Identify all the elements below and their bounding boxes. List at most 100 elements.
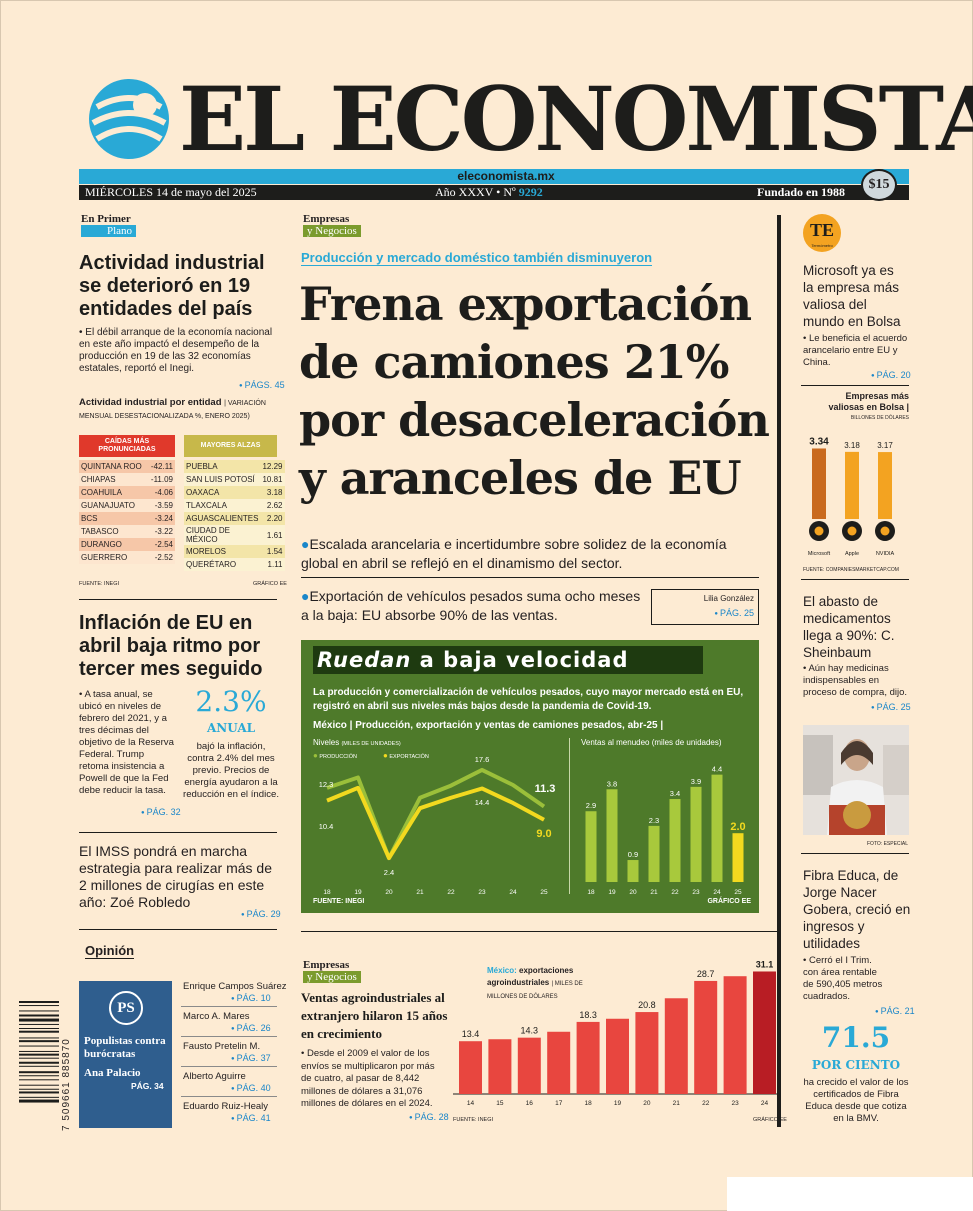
barcode: 7 509661 885870 (19, 1001, 72, 1133)
bar (711, 774, 723, 882)
barcode-bar (19, 1061, 59, 1064)
bar-value-label: 3.4 (670, 789, 680, 798)
masthead-issue: Año XXXV • Nº 9292 (435, 185, 543, 200)
opinion-author[interactable]: Marco A. Mares (183, 1011, 250, 1022)
lead-page-ref[interactable]: PÁG. 25 (714, 608, 754, 618)
state-name: TABASCO (79, 525, 148, 538)
bar (690, 786, 702, 882)
x-tick-label: 15 (496, 1100, 504, 1107)
lead-byline-box: Lilia González PÁG. 25 (651, 589, 759, 625)
table-row: SAN LUIS POTOSÍ 10.81 (184, 473, 285, 486)
opinion-author[interactable]: Eduardo Ruiz-Healy (183, 1101, 269, 1112)
opinion-author[interactable]: Fausto Pretelin M. (183, 1041, 261, 1052)
company-name: Apple (845, 551, 859, 557)
table-subtitle: | VARIACIÓN MENSUAL DESESTACIONALIZADA %… (79, 400, 266, 420)
bar (669, 799, 681, 882)
agro-headline[interactable]: Ventas agroindustriales al extranjero hi… (301, 990, 448, 1041)
state-name: QUINTANA ROO (79, 460, 148, 473)
microsoft-page-ref[interactable]: PÁG. 20 (871, 370, 911, 380)
lead-headline[interactable]: Frena exportación de camiones 21% por de… (299, 275, 770, 507)
fibra-headline[interactable]: Fibra Educa, de Jorge Nacer Gobera, crec… (803, 868, 911, 951)
microsoft-headline[interactable]: Microsoft ya es la empresa más valiosa d… (803, 263, 901, 329)
divider (79, 599, 277, 600)
agro-page-ref[interactable]: PÁG. 28 (409, 1112, 449, 1122)
sheinbaum-photo[interactable] (803, 725, 909, 835)
x-tick-label: 21 (416, 889, 424, 896)
state-value: 10.81 (260, 473, 285, 486)
bar-value-label: 20.8 (638, 1000, 656, 1010)
table-row: PUEBLA 12.29 (184, 460, 285, 473)
data-label: 9.0 (536, 828, 551, 840)
issue-prefix: Año XXXV • Nº (435, 185, 519, 199)
imss-page-ref[interactable]: PÁG. 29 (241, 909, 281, 919)
page-corner-blank (727, 1177, 973, 1211)
barcode-bar (19, 1075, 59, 1077)
divider (801, 385, 909, 386)
termometro-logo-sub: Termómetro (811, 243, 833, 248)
fibra-page-ref[interactable]: PÁG. 21 (875, 1006, 915, 1016)
opinion-page-ref[interactable]: PÁG. 37 (231, 1053, 271, 1063)
bar (723, 976, 747, 1094)
table-row: OAXACA 3.18 (184, 486, 285, 499)
bar-value-label: 3.34 (809, 436, 829, 447)
barcode-bar (19, 1099, 59, 1103)
medicines-page-ref[interactable]: PÁG. 25 (871, 702, 911, 712)
fibra-big-number: 71.5 (821, 1021, 891, 1054)
opinion-page-ref[interactable]: PÁG. 26 (231, 1023, 271, 1033)
barcode-bar (19, 1037, 59, 1039)
opinion-author[interactable]: Alberto Aguirre (183, 1071, 246, 1082)
data-label: 12.3 (319, 780, 334, 789)
x-tick-label: 14 (467, 1100, 475, 1107)
barcode-bars (19, 1001, 59, 1103)
price-badge: $15 (861, 169, 897, 201)
masthead-globe-logo[interactable] (87, 77, 171, 161)
lead-bullet-1: ●Escalada arancelaria e incertidumbre so… (301, 535, 733, 573)
bar (635, 1012, 659, 1094)
opinion-page-ref[interactable]: PÁG. 10 (231, 993, 271, 1003)
divider (801, 853, 909, 854)
table-row: DURANGO -2.54 (79, 538, 175, 551)
legend-export: ● EXPORTACIÓN (383, 751, 429, 760)
lead-kicker: Producción y mercado doméstico también d… (301, 250, 653, 266)
bar (732, 833, 744, 882)
inflation-body: • A tasa anual, se ubicó en niveles de f… (79, 689, 174, 796)
termometro-logo[interactable]: TE Termómetro (803, 214, 841, 252)
trucks-chart-source: FUENTE: INEGI (313, 898, 365, 905)
masthead-title[interactable]: EL ECONOMISTA (179, 67, 973, 171)
table-row: MORELOS 1.54 (184, 545, 285, 558)
inflation-headline[interactable]: Inflación de EU en abril baja ritmo por … (79, 612, 263, 680)
imss-headline[interactable]: El IMSS pondrá en marcha estrategia para… (79, 843, 272, 910)
table-row: GUANAJUATO -3.59 (79, 499, 175, 512)
bar-value-label: 3.18 (844, 441, 860, 450)
x-tick-label: 24 (713, 889, 721, 896)
table-row: GUERRERO -2.52 (79, 551, 175, 564)
bar-value-label: 14.3 (521, 1026, 539, 1036)
lead-author: Lilia González (703, 594, 754, 603)
lead-headline-line: de camiones 21% (299, 335, 729, 389)
bar-value-label: 31.1 (756, 959, 774, 969)
x-tick-label: 19 (614, 1100, 622, 1107)
x-tick-label: 20 (385, 889, 393, 896)
x-tick-label: 16 (526, 1100, 534, 1107)
divider (79, 832, 277, 833)
table-row: TABASCO -3.22 (79, 525, 175, 538)
opinion-label[interactable]: Opinión (85, 943, 135, 959)
opinion-page-ref[interactable]: PÁG. 41 (231, 1113, 271, 1123)
bar (488, 1039, 512, 1094)
section-tag-line2: Plano (81, 225, 137, 237)
trucks-left-label: Niveles (MILES DE UNIDADES) (313, 738, 401, 747)
state-value: -2.54 (147, 538, 175, 551)
section-tag-primer-plano: En Primer Plano (81, 213, 137, 237)
table-row: QUERÉTARO 1.11 (184, 558, 285, 571)
industrial-page-ref[interactable]: PÁGS. 45 (239, 380, 285, 390)
bar-value-label: 28.7 (697, 969, 715, 979)
state-name: CIUDAD DE MÉXICO (184, 525, 261, 545)
inflation-page-ref[interactable]: PÁG. 32 (141, 807, 181, 817)
opinion-page-ref[interactable]: PÁG. 40 (231, 1083, 271, 1093)
state-value: -2.52 (147, 551, 175, 564)
industrial-headline[interactable]: Actividad industrial se deterioró en 19 … (79, 252, 265, 320)
medicines-headline[interactable]: El abasto de medicamentos llega a 90%: C… (803, 594, 895, 660)
masthead-url[interactable]: eleconomista.mx (457, 169, 555, 183)
opinion-featured-box[interactable]: PS Populistas contra burócratas Ana Pala… (79, 981, 172, 1128)
opinion-author[interactable]: Enrique Campos Suárez (183, 981, 287, 992)
